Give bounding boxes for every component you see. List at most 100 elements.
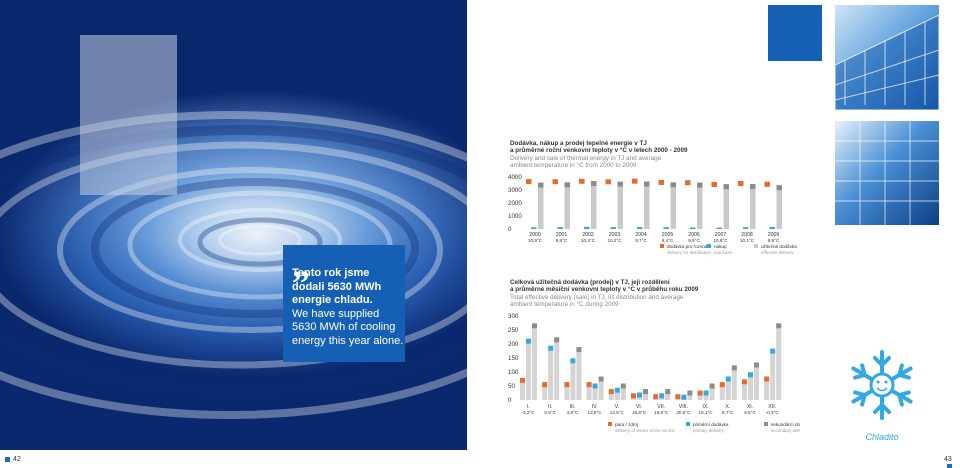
bar-cap — [665, 389, 671, 395]
category-label: XI. — [747, 404, 753, 410]
data-marker — [579, 178, 585, 184]
page-marker-icon — [947, 463, 952, 468]
data-bar — [637, 227, 643, 229]
category-label: IV. — [592, 404, 598, 410]
data-bar — [742, 381, 747, 400]
data-bar — [620, 386, 626, 400]
bar-cap — [643, 389, 648, 395]
bar-cap — [681, 394, 687, 400]
category-label: I. — [527, 404, 530, 410]
building-photo-bottom — [835, 121, 939, 225]
y-tick-label: 50 — [508, 383, 515, 390]
legend-label-en: primary delivery — [693, 428, 725, 433]
bar-cap — [591, 181, 597, 186]
bar-cap — [719, 382, 725, 388]
temperature-label: 13,8°C — [588, 410, 603, 415]
y-tick-label: 1000 — [508, 213, 522, 220]
data-bar — [598, 379, 604, 400]
bar-cap — [653, 394, 659, 400]
data-bar — [764, 379, 770, 400]
category-label: 2009 — [768, 232, 780, 238]
legend-swatch — [686, 422, 690, 426]
data-bar — [564, 184, 570, 229]
bar-cap — [548, 345, 554, 351]
data-bar — [542, 384, 548, 400]
data-bar — [743, 227, 749, 229]
temperature-label: 10,2°C — [607, 238, 622, 243]
bar-cap — [538, 182, 544, 188]
bar-cap — [687, 390, 693, 396]
bar-cap — [564, 382, 570, 388]
chart2-monthly-delivery: 0 50 100 150 200 250 300 I.-3,2°C II.0,5°C III.4,… — [508, 313, 800, 433]
data-marker — [526, 179, 532, 185]
temperature-label: 19,6°C — [654, 410, 669, 415]
legend-swatch — [660, 244, 664, 248]
temperature-label: 9,9°C — [768, 238, 780, 243]
temperature-label: 6,5°C — [744, 410, 756, 415]
data-bar — [748, 374, 753, 400]
category-label: VI. — [636, 404, 642, 410]
bar-cap — [570, 358, 576, 364]
temperature-label: 4,8°C — [567, 410, 579, 415]
quote-box: „ Tento rok jsme dodali 5630 MWh energie… — [283, 245, 405, 362]
data-bar — [592, 386, 598, 400]
quote-line: energy this year alone. — [292, 334, 404, 347]
water-ripples — [0, 111, 467, 419]
data-marker — [632, 178, 638, 184]
data-bar — [697, 393, 703, 400]
category-label: 2002 — [582, 232, 594, 238]
category-label: 2001 — [556, 232, 568, 238]
bar-cap — [776, 323, 782, 329]
data-bar — [776, 187, 782, 229]
category-label: V. — [615, 404, 619, 410]
temperature-label: -0,3°C — [766, 410, 780, 415]
data-bar — [697, 185, 703, 229]
page-number-left: 42 — [2, 456, 21, 463]
category-label: VIII. — [679, 404, 688, 410]
bar-cap — [564, 182, 570, 188]
data-bar — [731, 367, 737, 400]
chart1-title: Dodávka, nákup a prodej tepelné energie … — [510, 140, 688, 170]
y-tick-label: 150 — [508, 355, 519, 362]
legend-swatch — [754, 244, 758, 248]
category-label: 2003 — [609, 232, 621, 238]
temperature-label: 9,4°C — [662, 238, 674, 243]
data-bar — [776, 325, 782, 400]
temperature-label: 10,6°C — [713, 238, 728, 243]
y-tick-label: 0 — [508, 226, 512, 233]
data-bar — [690, 227, 696, 229]
temperature-label: 9,9°C — [688, 238, 700, 243]
bar-cap — [750, 183, 756, 189]
legend-label-en: purchase — [714, 250, 733, 255]
bar-cap — [764, 376, 770, 382]
data-bar — [670, 184, 676, 229]
data-bar — [608, 391, 614, 400]
bar-cap — [776, 185, 782, 191]
bar-cap — [731, 365, 737, 371]
y-tick-label: 3000 — [508, 187, 522, 194]
bar-cap — [576, 347, 582, 353]
category-label: 2008 — [741, 232, 753, 238]
category-label: X. — [725, 404, 730, 410]
chart2-title: Celková užitečná dodávka (prodej) v TJ, … — [510, 279, 699, 309]
data-bar — [709, 386, 715, 400]
legend-swatch — [707, 244, 711, 248]
legend-swatch — [764, 422, 768, 426]
temperature-label: 14,5°C — [610, 410, 625, 415]
data-bar — [719, 384, 725, 400]
snowflake-icon: Chladito — [847, 350, 917, 442]
legend-label-en: delivery of steam at the source — [615, 428, 675, 433]
data-bar — [591, 183, 597, 229]
bar-cap — [520, 377, 525, 383]
bar-cap — [659, 393, 665, 399]
data-bar — [584, 226, 590, 229]
legend-label-en: effective delivery — [761, 250, 794, 255]
bar-cap — [542, 382, 548, 388]
data-marker — [685, 180, 691, 186]
data-bar — [637, 394, 642, 400]
page-marker-icon — [5, 456, 10, 462]
data-bar — [617, 184, 623, 229]
data-bar — [576, 349, 582, 400]
temperature-label: 0,5°C — [544, 410, 556, 415]
chladito-logo: Chladito — [846, 345, 918, 445]
